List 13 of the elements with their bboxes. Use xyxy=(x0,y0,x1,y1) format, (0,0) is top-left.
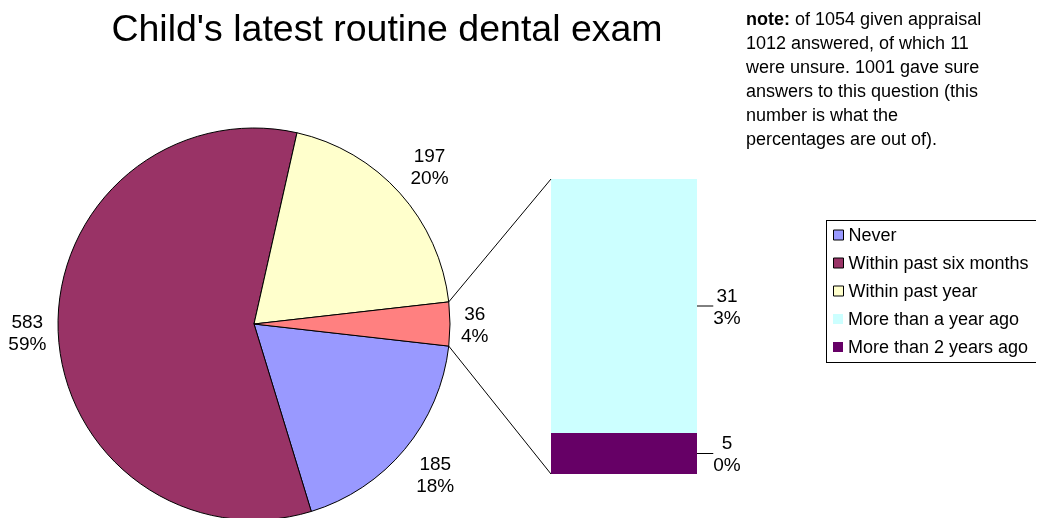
legend-label: Within past year xyxy=(848,281,978,301)
data-label: 197 20% xyxy=(410,145,449,188)
legend-label: More than a year ago xyxy=(848,309,1020,329)
data-label: 31 3% xyxy=(713,284,741,328)
legend-label: Within past six months xyxy=(848,253,1029,273)
chart-title: Child's latest routine dental exam xyxy=(111,7,663,49)
legend-label: More than 2 years ago xyxy=(848,337,1029,357)
text: note: of 1054 given appraisal 1012 answered, of which 11 were unsure. 1001 gave sure answers to this question (this number is what the percentages are out of). xyxy=(746,8,983,151)
data-label: 5 0% xyxy=(713,432,741,476)
data-label: 36 4% xyxy=(461,302,489,346)
legend-label: Never xyxy=(848,225,897,245)
data-label: 185 18% xyxy=(416,453,455,497)
data-label: 583 59% xyxy=(8,311,47,355)
